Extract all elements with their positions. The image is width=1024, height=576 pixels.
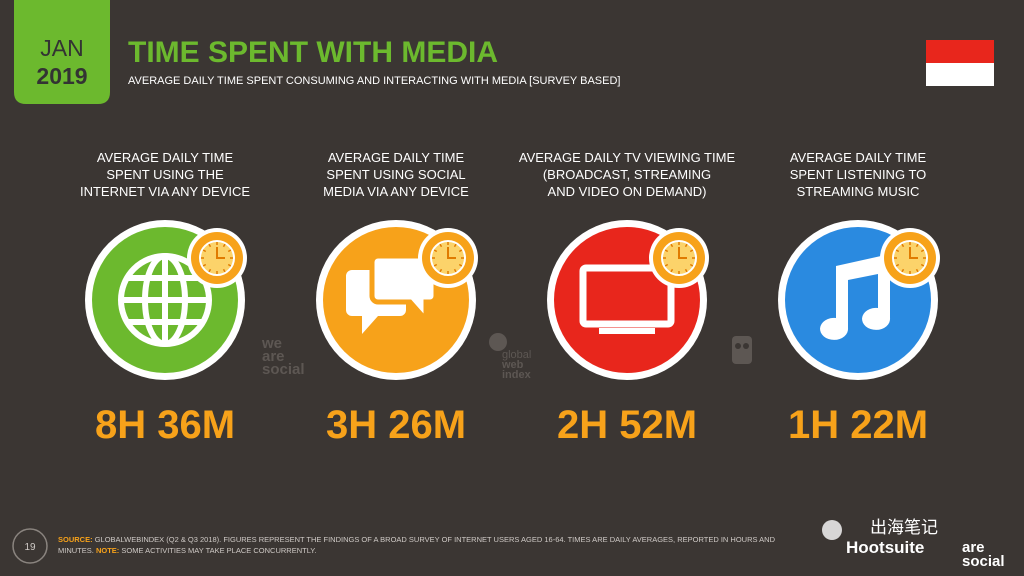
clock-tick [920,263,925,267]
clock-tick [664,249,669,253]
clock-tick [664,263,669,267]
watermark-text: social [262,361,305,378]
clock-tick [439,268,443,273]
card-label: AND VIDEO ON DEMAND) [548,184,707,199]
watermark-text: global [502,349,531,361]
card-value: 3H 26M [326,403,466,447]
brand-wechat: 出海笔记 [870,518,938,537]
card-label: AVERAGE DAILY TIME [328,150,465,165]
media-card: AVERAGE DAILY TIME SPENT USING THE INTERNE… [80,150,250,447]
card-label: MEDIA VIA ANY DEVICE [323,184,469,199]
tv [579,264,675,328]
we-are-social-watermark: we are social [261,335,305,378]
card-value: 8H 36M [95,403,235,447]
date-badge [14,0,110,104]
gwi-watermark: global web index [489,333,532,381]
card-label: SPENT USING SOCIAL [326,167,465,182]
card-value: 1H 22M [788,403,928,447]
badge-year: 2019 [36,63,87,89]
brand-was: social [962,553,1005,570]
source-text: GLOBALWEBINDEX (Q2 & Q3 2018). FIGURES R… [58,535,776,555]
clock-tick [202,249,207,253]
note-label: NOTE: [95,546,120,555]
page-number-ring [12,528,48,564]
clock-tick [684,243,688,248]
clock-hands [216,247,225,259]
source-label: SOURCE: [58,535,93,544]
card-label: AVERAGE DAILY TIME [97,150,234,165]
clock-hands [909,247,918,259]
title: TIME SPENT WITH MEDIA [128,36,498,69]
clock-tick [453,268,457,273]
clock-tick [227,263,232,267]
subtitle: AVERAGE DAILY TIME SPENT CONSUMING AND I… [128,75,620,87]
card-label: SPENT LISTENING TO [790,167,927,182]
brands: 出海笔记 Hootsuite are social [822,518,1005,570]
clock-tick [453,243,457,248]
card-label: (BROADCAST, STREAMING [543,167,711,182]
clock-hands [678,247,687,259]
clock-tick [433,263,438,267]
clock-tick [222,268,226,273]
card-value: 2H 52M [557,403,697,447]
clock-tick [222,243,226,248]
clock-tick [227,249,232,253]
clock-tick [458,263,463,267]
clock-tick [689,249,694,253]
media-card: AVERAGE DAILY TIME SPENT USING SOCIAL MEDI… [316,150,478,447]
page-number: 19 [24,542,36,553]
flag [926,40,994,86]
badge-month: JAN [40,35,83,61]
clock-tick [208,268,212,273]
clock-tick [670,243,674,248]
brand-hootsuite: Hootsuite [846,538,924,557]
clock-tick [895,249,900,253]
watermark-text: we [261,335,282,352]
clock-hands [447,247,456,259]
card-label: AVERAGE DAILY TIME [790,150,927,165]
card-label: AVERAGE DAILY TV VIEWING TIME [519,150,736,165]
clock-tick [915,243,919,248]
clock-tick [895,263,900,267]
clock-tick [202,263,207,267]
clock-tick [433,249,438,253]
watermark-text: index [502,369,532,381]
clock-tick [439,243,443,248]
clock-tick [208,243,212,248]
card-label: INTERNET VIA ANY DEVICE [80,184,250,199]
clock-tick [901,268,905,273]
media-card: AVERAGE DAILY TV VIEWING TIME (BROADCAST,… [519,150,736,447]
clock-tick [458,249,463,253]
clock-tick [689,263,694,267]
clock-tick [684,268,688,273]
note-text: SOME ACTIVITIES MAY TAKE PLACE CONCURREN… [121,546,317,555]
clock-tick [920,249,925,253]
clock-tick [670,268,674,273]
tv [599,328,655,334]
media-card: AVERAGE DAILY TIME SPENT LISTENING TO STRE… [778,150,940,447]
music-note [820,254,891,340]
footer-note: SOURCE: GLOBALWEBINDEX (Q2 & Q3 2018). F… [58,534,788,556]
watermark-text: are [262,348,285,365]
hootsuite-owl-watermark [732,336,752,364]
watermark-text: web [501,359,524,371]
card-label: SPENT USING THE [106,167,224,182]
brand-was: are [962,539,985,556]
card-label: STREAMING MUSIC [797,184,920,199]
clock-tick [901,243,905,248]
clock-tick [915,268,919,273]
